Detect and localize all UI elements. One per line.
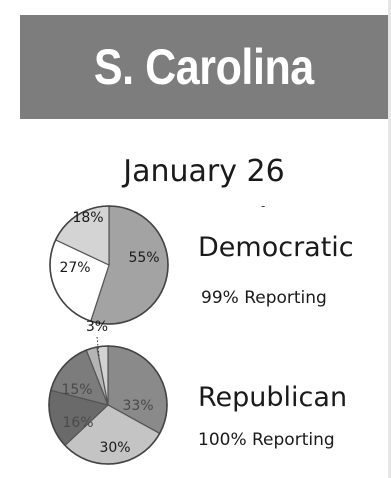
republican-pie-outline [48,345,168,465]
republican-pie-chart: 33% 30% 16% 15% 3% [48,319,168,465]
primary-date: January 26 [123,154,285,189]
democratic-pie-outline [49,205,169,325]
democratic-slice-label-0: 55% [128,250,159,266]
democratic-pie-chart: 55% 27% 18% [49,205,169,325]
state-title: S. Carolina [94,39,314,95]
republican-slice-label-2: 16% [62,415,93,431]
republican-slice-label-3: 15% [61,382,92,398]
page-right-edge [388,0,391,478]
democratic-race-name: Democratic [198,232,354,263]
democratic-slice-label-1: 27% [59,260,90,276]
republican-race-name: Republican [198,382,348,413]
democratic-slice-label-2: 18% [72,210,103,226]
republican-reporting: 100% Reporting [198,430,335,450]
republican-slice-label-0: 33% [122,398,153,414]
divider-mark: - [261,199,266,213]
republican-slice-label-4: 3% [86,319,108,335]
republican-slice-label-1: 30% [99,440,130,456]
state-banner: S. Carolina [20,15,388,119]
democratic-reporting: 99% Reporting [201,288,327,308]
